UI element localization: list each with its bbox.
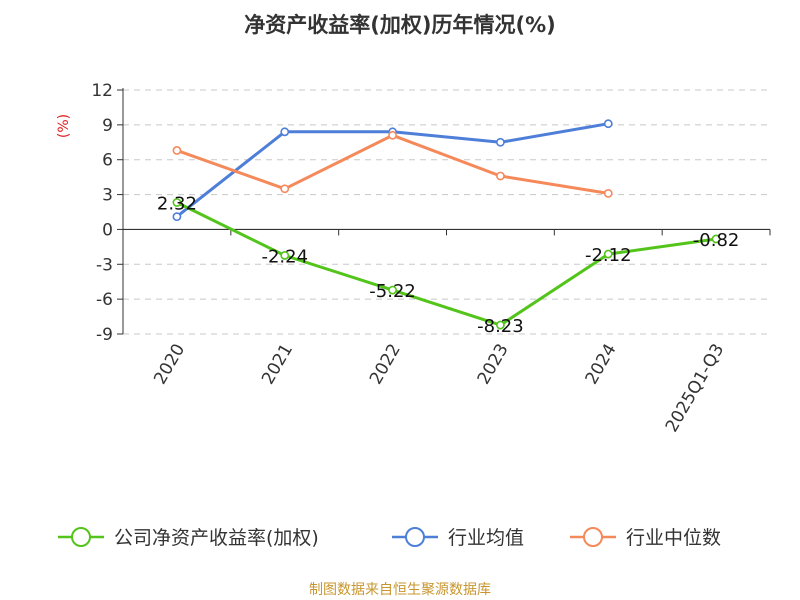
data-label: -8.23 [477,316,524,337]
x-tick-label: 2023 [474,340,513,387]
source-note: 制图数据来自恒生聚源数据库 [309,582,491,598]
y-tick-label: 9 [102,116,113,136]
data-label: -5.22 [369,281,416,302]
y-tick-label: 0 [102,220,113,240]
data-point [280,127,290,137]
data-point [603,119,613,129]
x-tick-label: 2020 [150,341,189,388]
y-tick-label: 6 [102,151,113,171]
series-line [175,201,718,327]
y-axis-unit: (%) [56,114,72,138]
data-point [603,249,613,259]
data-point [496,320,505,330]
data-point [172,212,182,222]
x-tick-label: 2025Q1-Q3 [662,341,729,436]
data-label: -2.24 [261,246,308,267]
legend-label: 公司净资产收益率(加权) [114,527,319,549]
legend-marker [405,527,425,547]
data-point [172,146,182,155]
x-tick-label: 2021 [258,341,297,388]
legend-label: 行业均值 [448,527,524,549]
data-point [280,184,290,194]
y-tick-label: -3 [96,255,113,275]
y-tick-label: 12 [91,81,113,101]
data-point [496,171,505,181]
data-point [711,234,721,244]
legend-label: 行业中位数 [626,527,721,549]
data-point [603,189,613,198]
data-point [172,198,182,207]
y-tick-label: -6 [96,290,113,310]
data-point [496,137,505,147]
data-label: -0.82 [693,230,740,251]
legend-marker [583,527,603,547]
legend-marker [71,527,91,547]
chart-title: 净资产收益率(加权)历年情况(%) [244,13,555,37]
y-tick-label: -9 [96,325,113,345]
legend: 公司净资产收益率(加权) 行业均值 行业中位数 [58,527,721,549]
series [172,119,721,330]
data-label: -2.12 [585,245,632,266]
data-labels: 2.32 -2.24 -5.22 -8.23 -2.12 -0.82 [157,193,739,337]
data-point [388,285,397,295]
x-tick-label: 2024 [582,341,621,388]
x-tick-label: 2022 [366,341,405,388]
grid [123,89,770,335]
data-label: 2.32 [157,193,197,214]
data-point [388,130,397,140]
y-tick-label: 3 [102,186,113,206]
data-point [280,251,290,260]
